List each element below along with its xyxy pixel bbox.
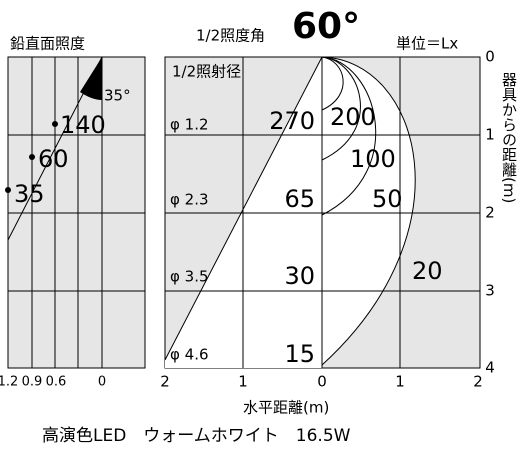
x-tick-label: 0 <box>317 373 327 391</box>
diameter-title: 1/2照射径 <box>172 63 241 81</box>
y-tick-label: 4 <box>485 359 495 377</box>
unit: 単位＝Lx <box>396 35 458 53</box>
point <box>29 154 35 160</box>
point-label: 140 <box>60 111 106 139</box>
half-angle: 60° <box>292 6 360 47</box>
isolux-label: 100 <box>350 145 396 173</box>
isolux-label: 20 <box>412 257 443 285</box>
y-tick-label: 0 <box>485 48 495 66</box>
x-tick-label: 0.9 <box>22 375 43 390</box>
isolux-area <box>322 57 416 365</box>
x-tick-label: 1.2 <box>0 375 18 390</box>
lux: 65 <box>284 185 315 213</box>
y-tick-label: 1 <box>485 126 495 144</box>
angle-label: 35° <box>104 87 131 105</box>
lux: 270 <box>269 107 315 135</box>
y-title: 器具からの距離(m) <box>500 72 518 203</box>
x-tick-label: 2 <box>473 373 483 391</box>
x-title: 水平距離(m) <box>243 399 329 417</box>
point <box>5 187 11 193</box>
isolux-label: 50 <box>372 185 403 213</box>
point-label: 35 <box>14 180 45 208</box>
rows: φ 1.2 φ 2.3 φ 3.5 φ 4.6 270 65 30 15 <box>170 107 315 368</box>
x-tick-label: 2 <box>160 373 170 391</box>
half-angle-label: 1/2照度角 <box>196 27 265 45</box>
y-tick-label: 2 <box>485 204 495 222</box>
isolux-label: 200 <box>330 103 376 131</box>
x-tick-label: 1 <box>395 373 405 391</box>
diameter: φ 1.2 <box>170 116 209 134</box>
left-title: 鉛直面照度 <box>10 35 85 53</box>
x-tick-label: 0 <box>98 375 106 390</box>
lux: 30 <box>284 262 315 290</box>
diameter: φ 4.6 <box>170 346 209 364</box>
right-grid <box>164 56 480 368</box>
point-label: 60 <box>38 145 69 173</box>
point <box>52 121 58 127</box>
left-grid <box>7 56 145 368</box>
x-tick-label: 1 <box>238 373 248 391</box>
diameter: φ 2.3 <box>170 191 209 209</box>
footer: 高演色LED ウォームホワイト 16.5W <box>42 426 351 446</box>
y-tick-label: 3 <box>485 282 495 300</box>
x-tick-label: 0.6 <box>46 375 67 390</box>
angle-wedge <box>80 57 102 100</box>
lux: 15 <box>284 340 315 368</box>
diameter: φ 3.5 <box>170 268 209 286</box>
